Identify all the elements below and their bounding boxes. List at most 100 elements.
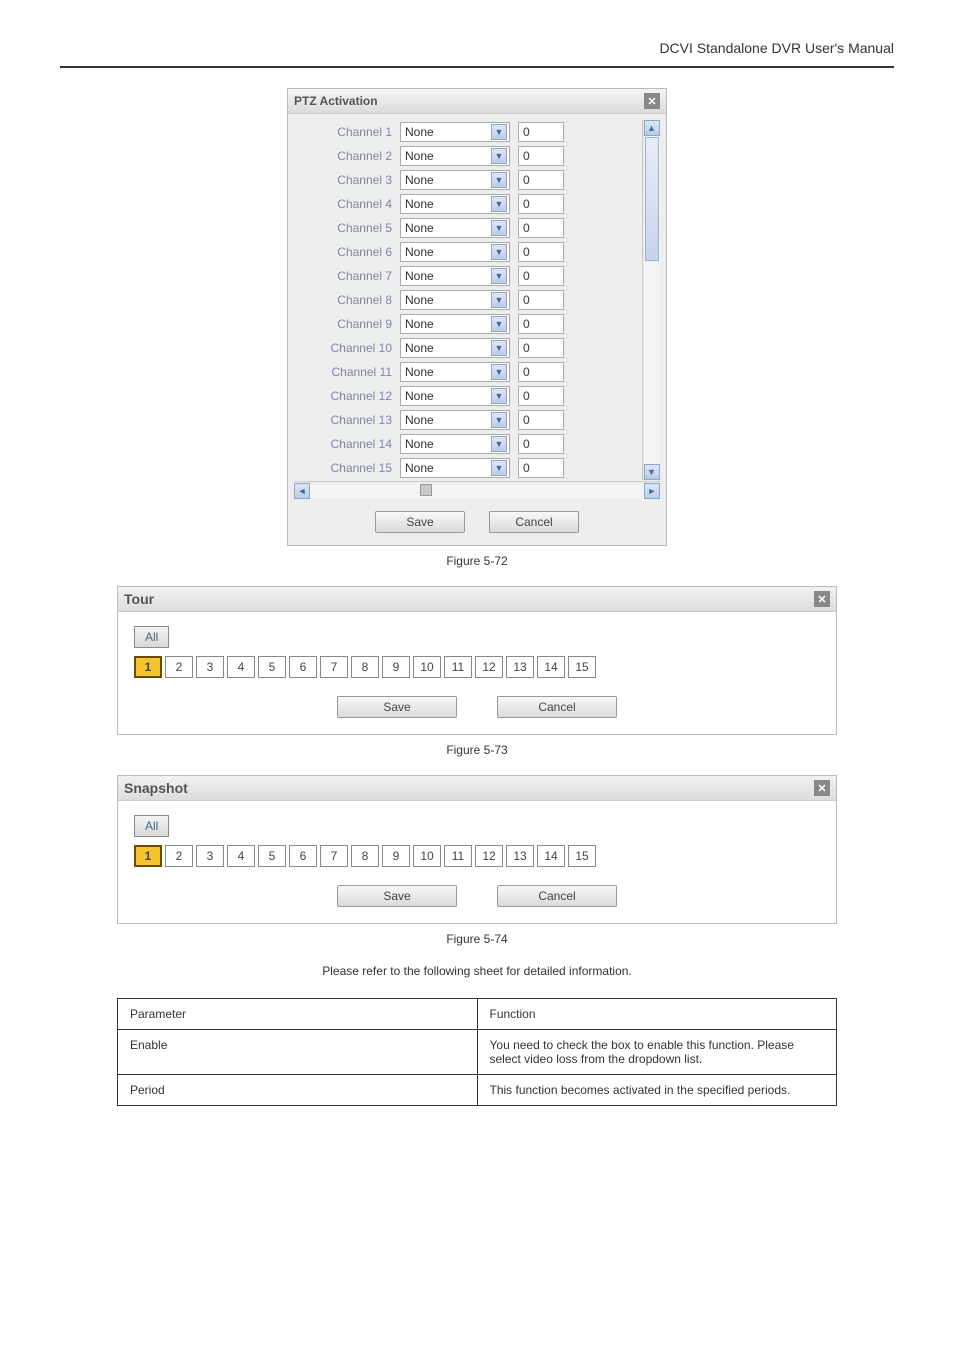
close-icon[interactable]: ✕ (814, 591, 830, 607)
channel-number-cell[interactable]: 10 (413, 845, 441, 867)
scroll-thumb[interactable] (645, 137, 659, 261)
channel-label: Channel 3 (300, 173, 392, 187)
chevron-down-icon[interactable]: ▼ (491, 412, 507, 428)
number-input[interactable]: 0 (518, 410, 564, 430)
channel-number-cell[interactable]: 11 (444, 656, 472, 678)
channel-number-cell[interactable]: 11 (444, 845, 472, 867)
action-select[interactable]: None▼ (400, 362, 510, 382)
channel-number-cell[interactable]: 3 (196, 656, 224, 678)
ptz-channel-row: Channel 4None▼0 (294, 192, 642, 216)
number-input[interactable]: 0 (518, 458, 564, 478)
scroll-down-icon[interactable]: ▼ (644, 464, 660, 480)
channel-number-cell[interactable]: 6 (289, 656, 317, 678)
channel-number-cell[interactable]: 7 (320, 656, 348, 678)
hscroll-handle[interactable] (420, 484, 432, 496)
action-select[interactable]: None▼ (400, 434, 510, 454)
number-input[interactable]: 0 (518, 434, 564, 454)
number-input[interactable]: 0 (518, 266, 564, 286)
number-input[interactable]: 0 (518, 170, 564, 190)
scroll-up-icon[interactable]: ▲ (644, 120, 660, 136)
action-select[interactable]: None▼ (400, 122, 510, 142)
action-select[interactable]: None▼ (400, 314, 510, 334)
horizontal-scroll[interactable]: ◄ ► (294, 481, 660, 499)
select-value: None (405, 149, 434, 163)
channel-number-cell[interactable]: 15 (568, 845, 596, 867)
channel-number-cell[interactable]: 14 (537, 656, 565, 678)
chevron-down-icon[interactable]: ▼ (491, 124, 507, 140)
number-input[interactable]: 0 (518, 194, 564, 214)
cancel-button[interactable]: Cancel (497, 696, 617, 718)
number-input[interactable]: 0 (518, 218, 564, 238)
chevron-down-icon[interactable]: ▼ (491, 292, 507, 308)
channel-number-cell[interactable]: 6 (289, 845, 317, 867)
number-input[interactable]: 0 (518, 314, 564, 334)
channel-number-cell[interactable]: 7 (320, 845, 348, 867)
channel-number-cell[interactable]: 15 (568, 656, 596, 678)
action-select[interactable]: None▼ (400, 290, 510, 310)
chevron-down-icon[interactable]: ▼ (491, 268, 507, 284)
action-select[interactable]: None▼ (400, 410, 510, 430)
channel-number-cell[interactable]: 9 (382, 656, 410, 678)
number-input[interactable]: 0 (518, 122, 564, 142)
number-input[interactable]: 0 (518, 290, 564, 310)
action-select[interactable]: None▼ (400, 218, 510, 238)
action-select[interactable]: None▼ (400, 242, 510, 262)
action-select[interactable]: None▼ (400, 458, 510, 478)
action-select[interactable]: None ▼ (400, 146, 510, 166)
scroll-right-icon[interactable]: ► (644, 483, 660, 499)
chevron-down-icon[interactable]: ▼ (491, 220, 507, 236)
scroll-left-icon[interactable]: ◄ (294, 483, 310, 499)
channel-number-cell[interactable]: 3 (196, 845, 224, 867)
chevron-down-icon[interactable]: ▼ (491, 196, 507, 212)
close-icon[interactable]: ✕ (644, 93, 660, 109)
chevron-down-icon[interactable]: ▼ (491, 148, 507, 164)
number-input[interactable]: 0 (518, 242, 564, 262)
chevron-down-icon[interactable]: ▼ (491, 340, 507, 356)
channel-number-cell[interactable]: 8 (351, 656, 379, 678)
channel-number-cell[interactable]: 4 (227, 656, 255, 678)
action-select[interactable]: None▼ (400, 266, 510, 286)
hscroll-track[interactable] (310, 483, 644, 499)
chevron-down-icon[interactable]: ▼ (491, 172, 507, 188)
all-button[interactable]: All (134, 626, 169, 648)
channel-label: Channel 13 (300, 413, 392, 427)
chevron-down-icon[interactable]: ▼ (491, 388, 507, 404)
channel-number-cell[interactable]: 2 (165, 845, 193, 867)
chevron-down-icon[interactable]: ▼ (491, 244, 507, 260)
save-button[interactable]: Save (337, 696, 457, 718)
channel-number-cell[interactable]: 13 (506, 845, 534, 867)
channel-number-cell[interactable]: 12 (475, 845, 503, 867)
cancel-button[interactable]: Cancel (489, 511, 579, 533)
channel-number-cell[interactable]: 1 (134, 845, 162, 867)
channel-number-cell[interactable]: 4 (227, 845, 255, 867)
number-input[interactable]: 0 (518, 386, 564, 406)
vertical-scroll[interactable]: ▲ ▼ (642, 120, 660, 480)
channel-number-cell[interactable]: 14 (537, 845, 565, 867)
number-input[interactable]: 0 (518, 338, 564, 358)
channel-number-cell[interactable]: 2 (165, 656, 193, 678)
chevron-down-icon[interactable]: ▼ (491, 364, 507, 380)
channel-number-cell[interactable]: 5 (258, 656, 286, 678)
save-button[interactable]: Save (337, 885, 457, 907)
channel-number-cell[interactable]: 12 (475, 656, 503, 678)
close-icon[interactable]: ✕ (814, 780, 830, 796)
chevron-down-icon[interactable]: ▼ (491, 460, 507, 476)
chevron-down-icon[interactable]: ▼ (491, 436, 507, 452)
action-select[interactable]: None▼ (400, 386, 510, 406)
scroll-track[interactable] (644, 136, 660, 464)
chevron-down-icon[interactable]: ▼ (491, 316, 507, 332)
channel-number-cell[interactable]: 10 (413, 656, 441, 678)
channel-number-cell[interactable]: 8 (351, 845, 379, 867)
all-button[interactable]: All (134, 815, 169, 837)
action-select[interactable]: None▼ (400, 170, 510, 190)
save-button[interactable]: Save (375, 511, 465, 533)
channel-number-cell[interactable]: 1 (134, 656, 162, 678)
channel-number-cell[interactable]: 13 (506, 656, 534, 678)
number-input[interactable]: 0 (518, 362, 564, 382)
action-select[interactable]: None▼ (400, 338, 510, 358)
number-input[interactable]: 0 (518, 146, 564, 166)
channel-number-cell[interactable]: 5 (258, 845, 286, 867)
channel-number-cell[interactable]: 9 (382, 845, 410, 867)
cancel-button[interactable]: Cancel (497, 885, 617, 907)
action-select[interactable]: None▼ (400, 194, 510, 214)
